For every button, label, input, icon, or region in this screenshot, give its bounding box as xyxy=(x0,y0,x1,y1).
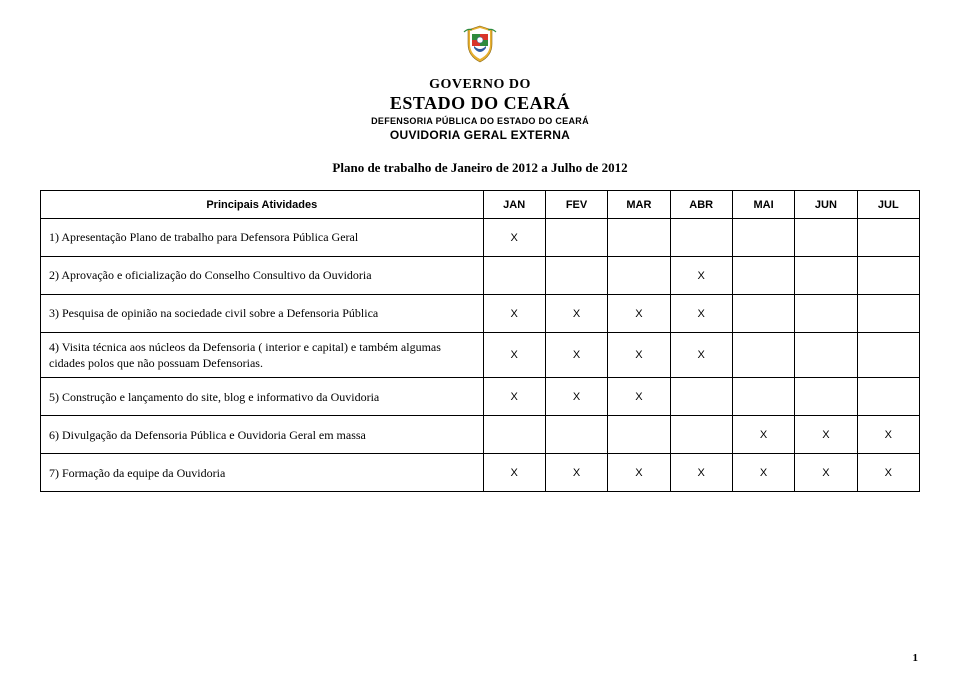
month-cell xyxy=(857,333,919,378)
ouvidoria-line: OUVIDORIA GERAL EXTERNA xyxy=(0,128,960,142)
month-cell xyxy=(483,416,545,454)
table-row: 7) Formação da equipe da OuvidoriaXXXXXX… xyxy=(41,454,920,492)
gov-line-1: GOVERNO DO xyxy=(0,77,960,93)
col-header-month: ABR xyxy=(670,191,732,219)
month-cell: X xyxy=(670,333,732,378)
month-cell: X xyxy=(483,333,545,378)
month-cell xyxy=(732,295,794,333)
month-cell xyxy=(545,219,607,257)
table-header-row: Principais Atividades JAN FEV MAR ABR MA… xyxy=(41,191,920,219)
month-cell xyxy=(545,416,607,454)
month-cell xyxy=(857,219,919,257)
month-cell: X xyxy=(545,454,607,492)
month-cell: X xyxy=(670,454,732,492)
emblem-icon xyxy=(458,22,502,66)
month-cell xyxy=(545,257,607,295)
month-cell xyxy=(732,257,794,295)
month-cell: X xyxy=(608,454,670,492)
month-cell: X xyxy=(732,454,794,492)
month-cell: X xyxy=(545,295,607,333)
month-cell xyxy=(857,257,919,295)
month-cell xyxy=(732,219,794,257)
activity-cell: 5) Construção e lançamento do site, blog… xyxy=(41,378,484,416)
document-header: GOVERNO DO ESTADO DO CEARÁ DEFENSORIA PÚ… xyxy=(0,0,960,142)
month-cell xyxy=(670,416,732,454)
month-cell: X xyxy=(857,416,919,454)
activity-cell: 1) Apresentação Plano de trabalho para D… xyxy=(41,219,484,257)
month-cell: X xyxy=(608,295,670,333)
col-header-month: MAI xyxy=(732,191,794,219)
gov-line-2: ESTADO DO CEARÁ xyxy=(0,93,960,114)
month-cell xyxy=(608,416,670,454)
month-cell xyxy=(483,257,545,295)
month-cell: X xyxy=(608,378,670,416)
month-cell xyxy=(795,257,857,295)
month-cell: X xyxy=(795,416,857,454)
gov-title-block: GOVERNO DO ESTADO DO CEARÁ DEFENSORIA PÚ… xyxy=(0,77,960,142)
month-cell: X xyxy=(670,295,732,333)
col-header-month: MAR xyxy=(608,191,670,219)
col-header-month: JAN xyxy=(483,191,545,219)
month-cell xyxy=(608,257,670,295)
activities-table: Principais Atividades JAN FEV MAR ABR MA… xyxy=(40,190,920,492)
month-cell: X xyxy=(732,416,794,454)
table-row: 2) Aprovação e oficialização do Conselho… xyxy=(41,257,920,295)
month-cell: X xyxy=(483,378,545,416)
month-cell xyxy=(732,333,794,378)
table-row: 3) Pesquisa de opinião na sociedade civi… xyxy=(41,295,920,333)
col-header-activities: Principais Atividades xyxy=(41,191,484,219)
table-row: 6) Divulgação da Defensoria Pública e Ou… xyxy=(41,416,920,454)
table-body: 1) Apresentação Plano de trabalho para D… xyxy=(41,219,920,492)
activity-cell: 6) Divulgação da Defensoria Pública e Ou… xyxy=(41,416,484,454)
table-row: 4) Visita técnica aos núcleos da Defenso… xyxy=(41,333,920,378)
month-cell xyxy=(670,219,732,257)
month-cell xyxy=(857,378,919,416)
month-cell: X xyxy=(795,454,857,492)
month-cell: X xyxy=(545,333,607,378)
col-header-month: JUL xyxy=(857,191,919,219)
month-cell xyxy=(795,333,857,378)
activity-cell: 2) Aprovação e oficialização do Conselho… xyxy=(41,257,484,295)
gov-line-3: DEFENSORIA PÚBLICA DO ESTADO DO CEARÁ xyxy=(0,116,960,126)
activity-cell: 3) Pesquisa de opinião na sociedade civi… xyxy=(41,295,484,333)
month-cell xyxy=(795,219,857,257)
table-row: 5) Construção e lançamento do site, blog… xyxy=(41,378,920,416)
month-cell xyxy=(857,295,919,333)
plan-title: Plano de trabalho de Janeiro de 2012 a J… xyxy=(0,160,960,176)
month-cell: X xyxy=(545,378,607,416)
col-header-month: JUN xyxy=(795,191,857,219)
page-number: 1 xyxy=(913,652,919,664)
month-cell: X xyxy=(483,295,545,333)
month-cell: X xyxy=(670,257,732,295)
month-cell xyxy=(608,219,670,257)
activity-cell: 7) Formação da equipe da Ouvidoria xyxy=(41,454,484,492)
month-cell xyxy=(795,295,857,333)
month-cell: X xyxy=(483,454,545,492)
month-cell xyxy=(732,378,794,416)
month-cell xyxy=(670,378,732,416)
month-cell: X xyxy=(608,333,670,378)
month-cell: X xyxy=(857,454,919,492)
table-row: 1) Apresentação Plano de trabalho para D… xyxy=(41,219,920,257)
col-header-month: FEV xyxy=(545,191,607,219)
month-cell: X xyxy=(483,219,545,257)
month-cell xyxy=(795,378,857,416)
activity-cell: 4) Visita técnica aos núcleos da Defenso… xyxy=(41,333,484,378)
